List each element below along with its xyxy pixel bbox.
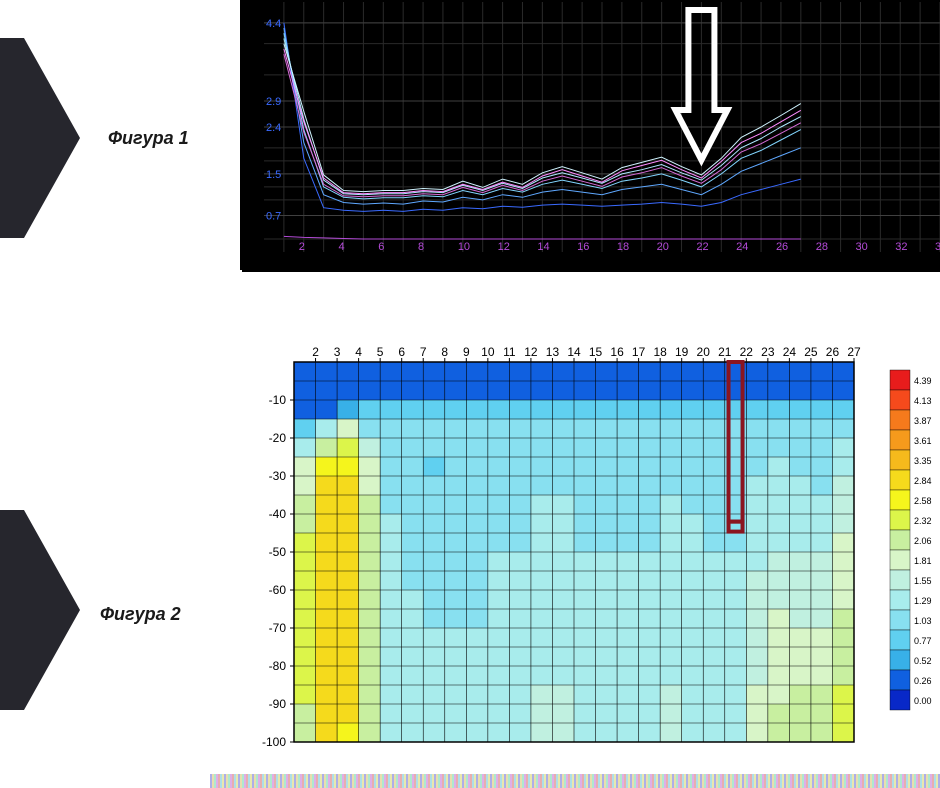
- svg-text:34: 34: [935, 241, 940, 253]
- figure-2-label: Фигура 2: [100, 604, 181, 625]
- svg-text:-30: -30: [269, 469, 287, 483]
- line-chart: 0.71.52.42.94.42468101214161820222426283…: [240, 0, 940, 270]
- svg-text:10: 10: [481, 345, 495, 359]
- svg-text:1.55: 1.55: [914, 576, 932, 586]
- svg-text:2.06: 2.06: [914, 536, 932, 546]
- svg-text:4.13: 4.13: [914, 396, 932, 406]
- svg-text:2.9: 2.9: [266, 96, 281, 108]
- svg-text:25: 25: [804, 345, 818, 359]
- svg-text:12: 12: [498, 241, 510, 253]
- svg-text:27: 27: [847, 345, 861, 359]
- svg-text:22: 22: [740, 345, 754, 359]
- svg-text:0.77: 0.77: [914, 636, 932, 646]
- svg-text:19: 19: [675, 345, 689, 359]
- figure-1-label: Фигура 1: [108, 128, 189, 149]
- svg-text:8: 8: [441, 345, 448, 359]
- svg-text:6: 6: [398, 345, 405, 359]
- svg-text:26: 26: [826, 345, 840, 359]
- noise-strip: [210, 774, 940, 788]
- svg-text:4: 4: [339, 241, 345, 253]
- svg-text:-80: -80: [269, 659, 287, 673]
- svg-text:14: 14: [537, 241, 549, 253]
- svg-text:2: 2: [312, 345, 319, 359]
- svg-text:26: 26: [776, 241, 788, 253]
- svg-text:15: 15: [589, 345, 603, 359]
- svg-text:2.4: 2.4: [266, 122, 281, 134]
- svg-text:11: 11: [503, 345, 516, 359]
- svg-text:14: 14: [567, 345, 581, 359]
- svg-text:3.87: 3.87: [914, 416, 932, 426]
- svg-text:21: 21: [718, 345, 732, 359]
- svg-text:20: 20: [697, 345, 711, 359]
- svg-text:20: 20: [657, 241, 669, 253]
- heatmap-chart-svg: 2345678910111213141516171819202122232425…: [240, 340, 940, 760]
- svg-text:-50: -50: [269, 545, 287, 559]
- svg-text:9: 9: [463, 345, 470, 359]
- svg-text:3.35: 3.35: [914, 456, 932, 466]
- svg-text:1.81: 1.81: [914, 556, 932, 566]
- svg-text:0.00: 0.00: [914, 696, 932, 706]
- svg-text:2.84: 2.84: [914, 476, 932, 486]
- line-chart-svg: 0.71.52.42.94.42468101214161820222426283…: [242, 2, 940, 272]
- svg-text:18: 18: [653, 345, 667, 359]
- chevron-decor-2: [0, 510, 80, 710]
- heatmap-chart: 2345678910111213141516171819202122232425…: [240, 340, 940, 760]
- svg-text:30: 30: [855, 241, 867, 253]
- svg-text:5: 5: [377, 345, 384, 359]
- svg-text:0.52: 0.52: [914, 656, 932, 666]
- svg-text:32: 32: [895, 241, 907, 253]
- svg-text:16: 16: [610, 345, 624, 359]
- svg-text:3.61: 3.61: [914, 436, 932, 446]
- svg-text:2: 2: [299, 241, 305, 253]
- svg-text:4: 4: [355, 345, 362, 359]
- svg-text:-100: -100: [262, 735, 286, 749]
- svg-text:-90: -90: [269, 697, 287, 711]
- svg-text:10: 10: [458, 241, 470, 253]
- svg-text:28: 28: [816, 241, 828, 253]
- svg-text:-70: -70: [269, 621, 287, 635]
- svg-text:-20: -20: [269, 431, 287, 445]
- svg-text:0.7: 0.7: [266, 211, 281, 223]
- svg-text:6: 6: [378, 241, 384, 253]
- svg-text:-60: -60: [269, 583, 287, 597]
- svg-text:2.58: 2.58: [914, 496, 932, 506]
- svg-text:22: 22: [696, 241, 708, 253]
- svg-text:8: 8: [418, 241, 424, 253]
- svg-text:7: 7: [420, 345, 427, 359]
- svg-text:18: 18: [617, 241, 629, 253]
- svg-text:13: 13: [546, 345, 560, 359]
- chevron-decor-1: [0, 38, 80, 238]
- svg-text:24: 24: [736, 241, 748, 253]
- svg-text:1.5: 1.5: [266, 169, 281, 181]
- svg-text:2.32: 2.32: [914, 516, 932, 526]
- svg-text:4.4: 4.4: [266, 18, 281, 30]
- svg-text:0.26: 0.26: [914, 676, 932, 686]
- svg-text:3: 3: [334, 345, 341, 359]
- svg-text:-10: -10: [269, 393, 287, 407]
- svg-text:1.03: 1.03: [914, 616, 932, 626]
- svg-text:1.29: 1.29: [914, 596, 932, 606]
- svg-text:4.39: 4.39: [914, 376, 932, 386]
- svg-text:17: 17: [632, 345, 646, 359]
- svg-text:16: 16: [577, 241, 589, 253]
- svg-text:24: 24: [783, 345, 797, 359]
- svg-text:12: 12: [524, 345, 538, 359]
- svg-text:23: 23: [761, 345, 775, 359]
- svg-text:-40: -40: [269, 507, 287, 521]
